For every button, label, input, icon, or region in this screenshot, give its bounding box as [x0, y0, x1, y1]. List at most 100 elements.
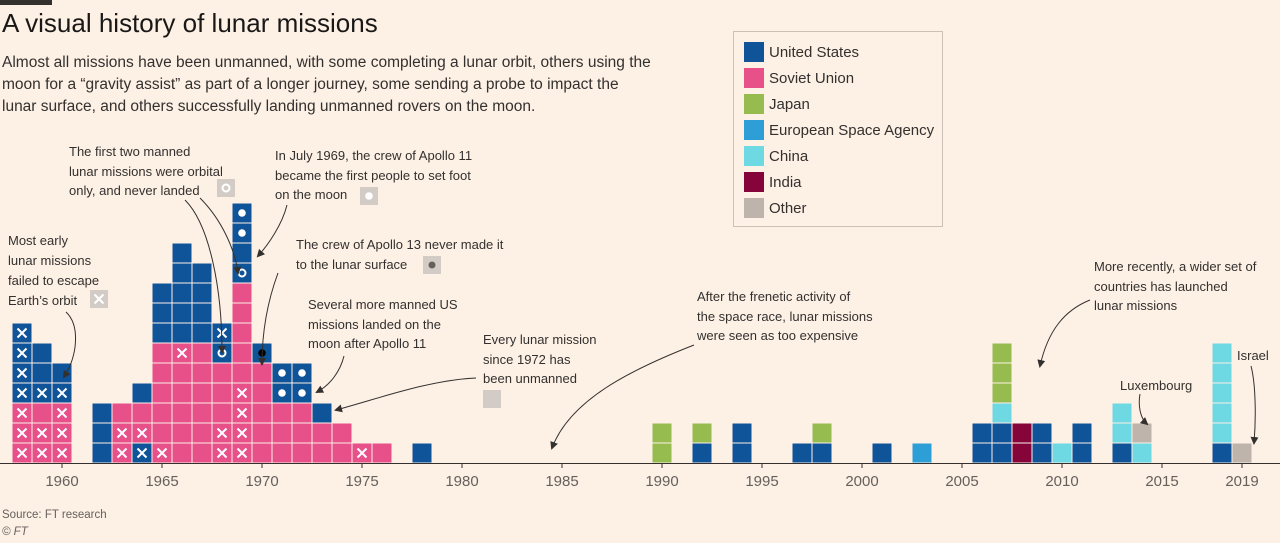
legend-swatch [744, 94, 764, 114]
annotation-luxembourg: Luxembourg [1120, 378, 1192, 393]
x-tick-label: 2000 [845, 473, 878, 490]
mission-square [811, 422, 833, 444]
x-tick-label: 2015 [1145, 473, 1178, 490]
legend: United States Soviet Union Japan Europea… [733, 31, 943, 227]
failed-cross-icon [116, 427, 128, 439]
failed-cross-icon [216, 447, 228, 459]
dot-icon [365, 192, 373, 200]
mission-square [151, 382, 173, 404]
mission-square [1211, 442, 1233, 464]
failed-cross-icon [216, 427, 228, 439]
mission-square [971, 422, 993, 444]
failed-cross-icon [136, 427, 148, 439]
mission-square [991, 442, 1013, 464]
x-tick-label: 1960 [45, 473, 78, 490]
mission-square [871, 442, 893, 464]
mission-square [271, 422, 293, 444]
annotation-apollo13: The crew of Apollo 13 never made it to t… [296, 237, 507, 272]
mission-square [211, 402, 233, 424]
mission-square [231, 282, 253, 304]
failed-cross-icon [56, 387, 68, 399]
mission-square [1051, 442, 1073, 464]
mission-square [171, 262, 193, 284]
annotation-wider-set: More recently, a wider set of countries … [1094, 259, 1260, 313]
annotation-apollo11: In July 1969, the crew of Apollo 11 beca… [275, 148, 476, 202]
mission-square [211, 382, 233, 404]
mission-square [271, 402, 293, 424]
mission-square [811, 442, 833, 464]
mission-square [131, 402, 153, 424]
mission-square [191, 402, 213, 424]
mission-square [651, 422, 673, 444]
mission-square [91, 442, 113, 464]
leader-manned-orbital-1968 [184, 199, 226, 354]
mission-square [1211, 402, 1233, 424]
failed-cross-icon [36, 447, 48, 459]
x-tick-label: 1965 [145, 473, 178, 490]
mission-square [231, 302, 253, 324]
mission-square [151, 282, 173, 304]
leader-luxembourg [1138, 393, 1149, 426]
mission-square [651, 442, 673, 464]
mission-square [191, 422, 213, 444]
mission-square [991, 362, 1013, 384]
x-tick-label: 1990 [645, 473, 678, 490]
mission-square [91, 422, 113, 444]
legend-swatch [744, 68, 764, 88]
mission-square [191, 282, 213, 304]
failed-cross-icon [56, 427, 68, 439]
manned-landing-dot-icon [298, 369, 306, 377]
legend-label: Other [769, 199, 807, 217]
x-tick-label: 1980 [445, 473, 478, 490]
mission-square [151, 402, 173, 424]
mission-square [1111, 422, 1133, 444]
legend-item-india: India [744, 172, 802, 192]
failed-cross-icon [16, 327, 28, 339]
mission-square [1011, 422, 1033, 444]
key-icon-landing [360, 187, 378, 205]
legend-swatch [744, 42, 764, 62]
legend-item-other: Other [744, 198, 807, 218]
mission-square [151, 422, 173, 444]
mission-square [1211, 342, 1233, 364]
manned-landing-dot-icon [238, 229, 246, 237]
mission-square [311, 402, 333, 424]
mission-square [251, 442, 273, 464]
manned-landing-dot-icon [278, 389, 286, 397]
mission-square [171, 242, 193, 264]
mission-square [191, 302, 213, 324]
mission-square [911, 442, 933, 464]
mission-square [51, 362, 73, 384]
x-tick-label: 2019 [1225, 473, 1258, 490]
leader-wider-set [1037, 299, 1091, 368]
leader-israel [1250, 365, 1259, 445]
mission-square [251, 422, 273, 444]
key-icon-failed [90, 290, 108, 308]
failed-cross-icon [156, 447, 168, 459]
failed-cross-icon [56, 407, 68, 419]
mission-square [231, 342, 253, 364]
mission-square [151, 342, 173, 364]
mission-square [151, 362, 173, 384]
key-icon-manned-orbital [217, 179, 235, 197]
mission-square [191, 322, 213, 344]
failed-cross-icon [176, 347, 188, 359]
mission-square [991, 402, 1013, 424]
mission-square [171, 442, 193, 464]
mission-square [171, 382, 193, 404]
mission-square [171, 422, 193, 444]
mission-square [991, 422, 1013, 444]
legend-label: Soviet Union [769, 69, 855, 87]
mission-square [311, 422, 333, 444]
leader-early-failures [62, 311, 77, 379]
legend-item-china: China [744, 146, 808, 166]
mission-square [291, 402, 313, 424]
annotation-leaders [62, 197, 1259, 450]
x-axis-ticks: 1960 1965 1970 1975 1980 1985 1990 1995 2000 2005… [45, 463, 1259, 490]
annotation-more-manned: Several more manned US missions landed o… [308, 297, 461, 351]
mission-square [211, 362, 233, 384]
mission-square [251, 402, 273, 424]
top-accent-bar [0, 0, 52, 5]
annotation-unmanned-1972: Every lunar mission since 1972 has been … [483, 332, 600, 386]
x-tick-label: 1995 [745, 473, 778, 490]
